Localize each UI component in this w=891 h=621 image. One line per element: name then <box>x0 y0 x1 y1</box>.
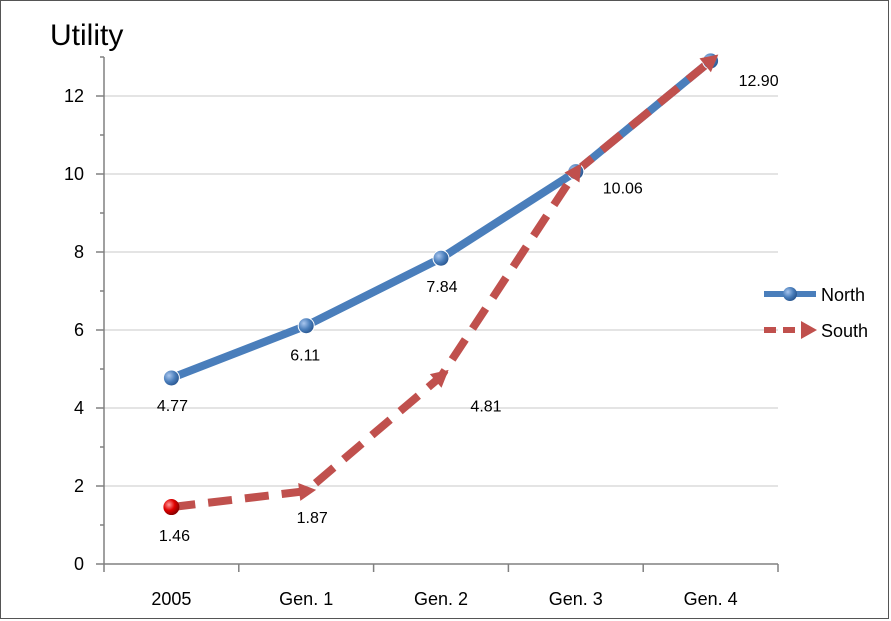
series-lines <box>162 52 720 516</box>
y-tick-label: 12 <box>64 86 84 106</box>
north-data-label: 7.84 <box>426 279 457 296</box>
south-point <box>163 499 180 516</box>
y-axis-title: Utility <box>50 19 123 52</box>
north-point <box>432 249 450 267</box>
y-tick-label: 4 <box>74 398 84 418</box>
north-point <box>297 317 315 335</box>
south-point <box>429 369 449 388</box>
x-tick-label: Gen. 2 <box>414 589 468 609</box>
y-tick-label: 2 <box>74 476 84 496</box>
north-data-label: 12.90 <box>739 73 779 90</box>
north-data-label: 4.77 <box>157 398 188 415</box>
south-data-label: 4.81 <box>470 398 501 415</box>
y-tick-label: 6 <box>74 320 84 340</box>
y-tick-label: 0 <box>74 554 84 574</box>
x-tick-label: 2005 <box>151 589 191 609</box>
axes: 0 2 4 6 8 10 12 2005 Gen. 1 Gen. 2 Gen. 3 Gen. 4 <box>64 56 779 609</box>
south-point <box>564 163 582 183</box>
south-point <box>699 54 719 73</box>
x-tick-label: Gen. 4 <box>684 589 738 609</box>
legend-south-marker <box>801 321 817 339</box>
legend-north-label: North <box>821 285 865 305</box>
south-point <box>298 482 317 501</box>
legend-north-marker <box>783 287 797 301</box>
north-data-label: 10.06 <box>603 181 643 198</box>
x-tick-label: Gen. 3 <box>549 589 603 609</box>
data-labels: 4.77 6.11 7.84 10.06 12.90 1.46 1.87 4.81 <box>157 73 779 545</box>
north-point <box>162 369 180 387</box>
x-tick-label: Gen. 1 <box>279 589 333 609</box>
legend-south-label: South <box>821 321 868 341</box>
y-tick-label: 10 <box>64 164 84 184</box>
north-data-label: 6.11 <box>290 348 320 365</box>
south-data-label: 1.87 <box>297 510 328 527</box>
south-data-label: 1.46 <box>159 528 190 545</box>
legend: North South <box>764 285 868 341</box>
y-tick-label: 8 <box>74 242 84 262</box>
